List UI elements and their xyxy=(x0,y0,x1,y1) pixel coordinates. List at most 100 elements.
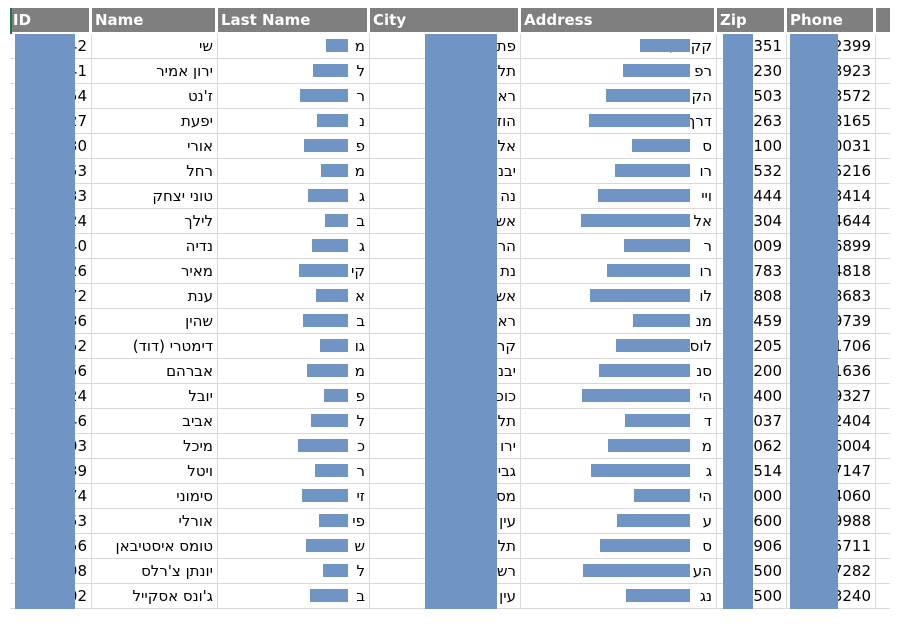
cell-address[interactable]: לוס xyxy=(521,334,717,358)
cell-city[interactable]: אל xyxy=(370,134,521,158)
column-header-zip[interactable]: Zip xyxy=(717,8,787,32)
cell-city[interactable]: תל xyxy=(370,59,521,83)
cell-address[interactable]: מ xyxy=(521,434,717,458)
cell-zip[interactable]: 1600 xyxy=(717,509,787,533)
cell-phone[interactable]: 9327 xyxy=(787,384,876,408)
column-header-address[interactable]: Address xyxy=(521,8,717,32)
cell-zip[interactable]: 5200 xyxy=(717,359,787,383)
cell-city[interactable]: ירו xyxy=(370,434,521,458)
cell-last-name[interactable]: פי xyxy=(218,509,370,533)
cell-city[interactable]: מס xyxy=(370,484,521,508)
cell-city[interactable]: רש xyxy=(370,559,521,583)
cell-phone[interactable]: 0031 xyxy=(787,134,876,158)
cell-city[interactable]: תל xyxy=(370,534,521,558)
cell-name[interactable]: לילך xyxy=(92,209,218,233)
cell-city[interactable]: רא xyxy=(370,309,521,333)
cell-last-name[interactable]: ג xyxy=(218,184,370,208)
cell-phone[interactable]: 3923 xyxy=(787,59,876,83)
cell-phone[interactable]: 8165 xyxy=(787,109,876,133)
cell-name[interactable]: אורלי xyxy=(92,509,218,533)
cell-address[interactable]: אל xyxy=(521,209,717,233)
cell-address[interactable]: נג xyxy=(521,584,717,608)
cell-name[interactable]: אורי xyxy=(92,134,218,158)
cell-name[interactable]: ז'נט xyxy=(92,84,218,108)
column-header-last-name[interactable]: Last Name xyxy=(218,8,370,32)
cell-last-name[interactable]: קי xyxy=(218,259,370,283)
cell-address[interactable]: ד xyxy=(521,409,717,433)
cell-last-name[interactable]: ר xyxy=(218,459,370,483)
cell-city[interactable]: יבנ xyxy=(370,359,521,383)
cell-last-name[interactable]: ר xyxy=(218,84,370,108)
cell-address[interactable]: דרך xyxy=(521,109,717,133)
cell-zip[interactable]: 5808 xyxy=(717,284,787,308)
cell-address[interactable]: רפ xyxy=(521,59,717,83)
cell-zip[interactable]: 3906 xyxy=(717,534,787,558)
cell-zip[interactable]: 2205 xyxy=(717,334,787,358)
cell-last-name[interactable]: ב xyxy=(218,584,370,608)
cell-city[interactable]: תל xyxy=(370,409,521,433)
cell-address[interactable]: רו xyxy=(521,259,717,283)
cell-phone[interactable]: 3414 xyxy=(787,184,876,208)
cell-name[interactable]: טומס איסטיבאן xyxy=(92,534,218,558)
cell-address[interactable]: לו xyxy=(521,284,717,308)
cell-address[interactable]: סנ xyxy=(521,359,717,383)
cell-name[interactable]: ויטל xyxy=(92,459,218,483)
cell-zip[interactable]: 5037 xyxy=(717,409,787,433)
cell-phone[interactable]: 8683 xyxy=(787,284,876,308)
cell-address[interactable]: הי xyxy=(521,384,717,408)
cell-city[interactable]: נת xyxy=(370,259,521,283)
column-header-id[interactable]: ID xyxy=(10,8,92,32)
cell-phone[interactable]: 9988 xyxy=(787,509,876,533)
cell-city[interactable]: נה xyxy=(370,184,521,208)
cell-address[interactable]: ג xyxy=(521,459,717,483)
cell-last-name[interactable]: ל xyxy=(218,59,370,83)
cell-city[interactable]: רא xyxy=(370,84,521,108)
cell-last-name[interactable]: גו xyxy=(218,334,370,358)
cell-zip[interactable]: 5100 xyxy=(717,134,787,158)
cell-phone[interactable]: 6899 xyxy=(787,234,876,258)
cell-last-name[interactable]: ג xyxy=(218,234,370,258)
cell-zip[interactable]: 4009 xyxy=(717,234,787,258)
cell-name[interactable]: נדיה xyxy=(92,234,218,258)
cell-phone[interactable]: 1636 xyxy=(787,359,876,383)
cell-phone[interactable]: 4060 xyxy=(787,484,876,508)
cell-phone[interactable]: 7282 xyxy=(787,559,876,583)
cell-address[interactable]: ס xyxy=(521,134,717,158)
cell-last-name[interactable]: ב xyxy=(218,209,370,233)
cell-name[interactable]: אביב xyxy=(92,409,218,433)
cell-city[interactable]: קר xyxy=(370,334,521,358)
cell-last-name[interactable]: כ xyxy=(218,434,370,458)
cell-phone[interactable]: 5216 xyxy=(787,159,876,183)
cell-zip[interactable]: 2444 xyxy=(717,184,787,208)
cell-city[interactable]: כוכ xyxy=(370,384,521,408)
cell-name[interactable]: אברהם xyxy=(92,359,218,383)
cell-address[interactable]: רו xyxy=(521,159,717,183)
cell-name[interactable]: מיכל xyxy=(92,434,218,458)
cell-zip[interactable]: 4459 xyxy=(717,309,787,333)
cell-name[interactable]: סימוני xyxy=(92,484,218,508)
cell-zip[interactable]: 4503 xyxy=(717,84,787,108)
cell-name[interactable]: יובל xyxy=(92,384,218,408)
cell-name[interactable]: ירון אמיר xyxy=(92,59,218,83)
cell-last-name[interactable]: ב xyxy=(218,309,370,333)
cell-city[interactable]: הוז xyxy=(370,109,521,133)
cell-zip[interactable]: 5400 xyxy=(717,384,787,408)
cell-address[interactable]: ע xyxy=(521,509,717,533)
cell-address[interactable]: הק xyxy=(521,84,717,108)
cell-last-name[interactable]: ל xyxy=(218,559,370,583)
cell-phone[interactable]: 3572 xyxy=(787,84,876,108)
cell-zip[interactable]: 3514 xyxy=(717,459,787,483)
cell-name[interactable]: יונתן צ'רלס xyxy=(92,559,218,583)
cell-zip[interactable]: 0500 xyxy=(717,584,787,608)
cell-address[interactable]: מנ xyxy=(521,309,717,333)
cell-zip[interactable]: 5263 xyxy=(717,109,787,133)
cell-address[interactable]: הי xyxy=(521,484,717,508)
column-header-phone[interactable]: Phone xyxy=(787,8,876,32)
cell-phone[interactable]: 6004 xyxy=(787,434,876,458)
cell-phone[interactable]: 3240 xyxy=(787,584,876,608)
cell-name[interactable]: ענת xyxy=(92,284,218,308)
cell-city[interactable]: גבי xyxy=(370,459,521,483)
column-header-name[interactable]: Name xyxy=(92,8,218,32)
cell-last-name[interactable]: מ xyxy=(218,159,370,183)
cell-phone[interactable]: 2399 xyxy=(787,34,876,58)
